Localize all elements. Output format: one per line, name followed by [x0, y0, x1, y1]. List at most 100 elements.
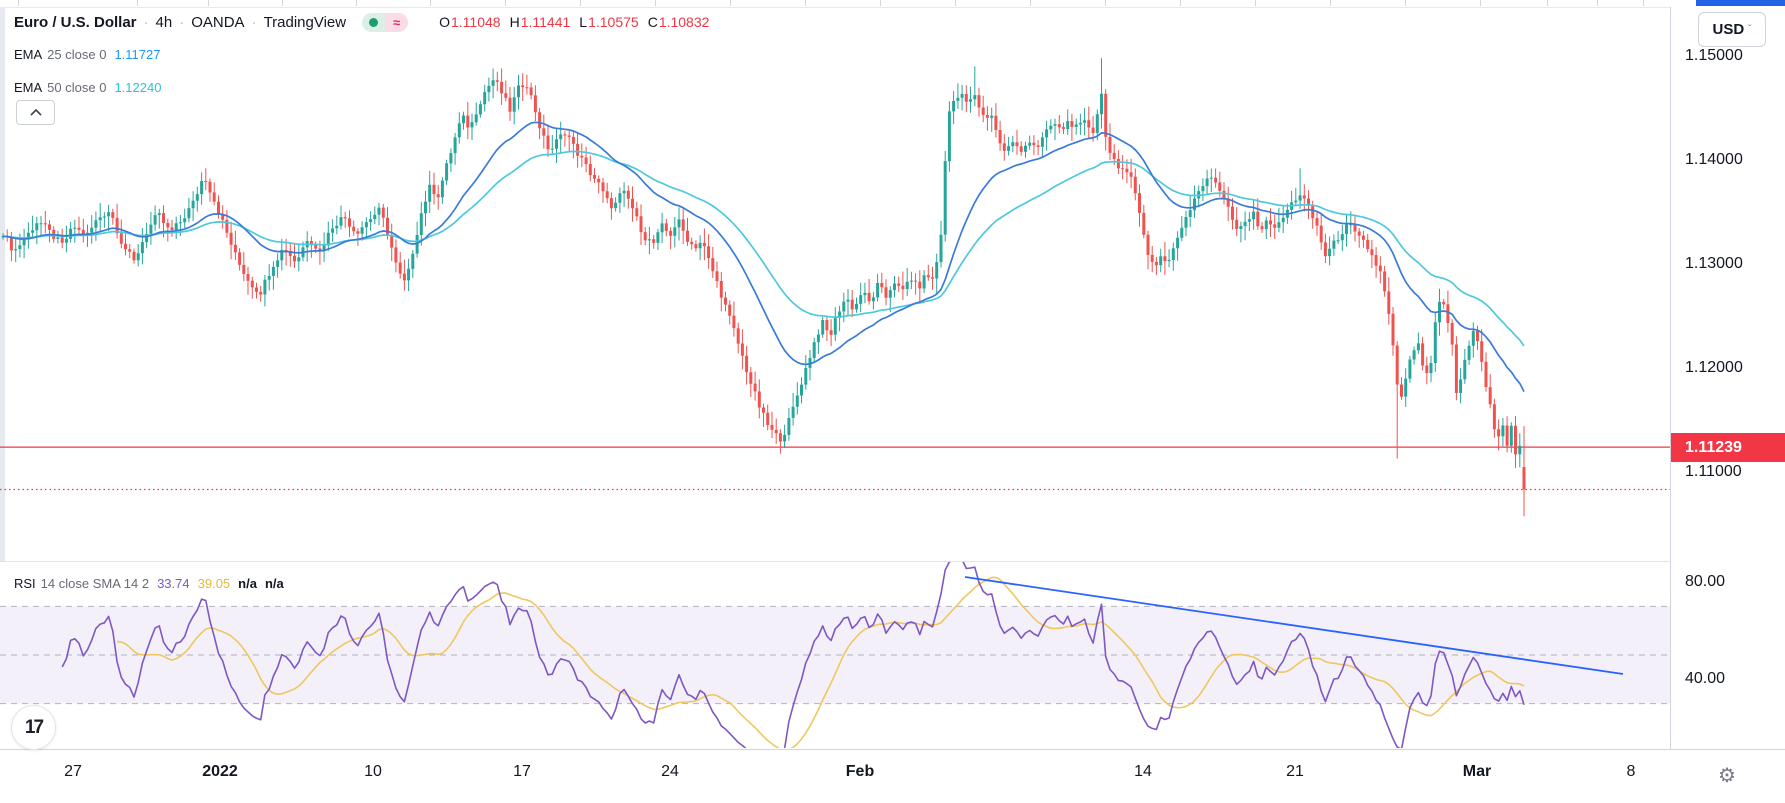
- rsi-axis-label: 80.00: [1685, 573, 1726, 591]
- price-axis-label: 1.12000: [1685, 359, 1743, 376]
- top-edge-tick: [955, 0, 956, 6]
- time-axis-label: 8: [1626, 763, 1636, 780]
- down-candle-bodies: [5, 80, 1526, 490]
- main-pane[interactable]: [0, 58, 1670, 517]
- ema50-legend[interactable]: EMA 50 close 0 1.12240: [14, 79, 161, 95]
- pane-separator[interactable]: [0, 561, 1785, 562]
- separator-dot: ·: [179, 13, 185, 31]
- ema50-line[interactable]: [2, 150, 1525, 347]
- time-axis-label: 27: [64, 763, 82, 780]
- candlestick-chart[interactable]: [0, 0, 1670, 803]
- time-axis-label: 24: [661, 763, 679, 780]
- top-blue-bar: [1696, 0, 1785, 6]
- ohlc-number: 1.11441: [520, 14, 571, 30]
- market-status-pill[interactable]: ≈: [362, 12, 409, 32]
- symbol-legend[interactable]: Euro / U.S. Dollar · 4h · OANDA · Tradin…: [14, 11, 709, 33]
- rsi-axis-label: 40.00: [1685, 670, 1726, 688]
- top-edge-tick: [1480, 0, 1481, 6]
- indicator-name: EMA: [14, 46, 43, 62]
- indicator-na-value: n/a: [238, 575, 257, 591]
- indicator-ma-value: 39.05: [197, 575, 231, 591]
- top-edge-tick: [1405, 0, 1406, 6]
- ema25-legend[interactable]: EMA 25 close 0 1.11727: [14, 46, 160, 62]
- tradingview-logo[interactable]: 17: [11, 705, 56, 750]
- collapse-legend-button[interactable]: [16, 100, 55, 125]
- time-axis[interactable]: 27 2022 10 17 24 Feb 14 21 Mar 8: [0, 749, 1785, 803]
- top-edge-tick: [430, 0, 431, 6]
- rsi-line[interactable]: [61, 560, 1525, 761]
- left-toolbar-edge: [0, 7, 5, 561]
- separator-dot: ·: [143, 13, 149, 31]
- price-axis[interactable]: USD ˇ 1.11239 1.15000 1.14000 1.13000 1.120…: [1670, 7, 1785, 803]
- platform-label[interactable]: TradingView: [263, 13, 347, 31]
- time-axis-label: Mar: [1462, 763, 1492, 780]
- ohlc-letter: H: [509, 14, 520, 30]
- market-open-indicator: [362, 12, 386, 32]
- top-edge-strip: [0, 0, 1785, 8]
- indicator-name: EMA: [14, 79, 43, 95]
- rsi-trendline[interactable]: [964, 576, 1624, 675]
- top-edge-tick: [730, 0, 731, 6]
- ohlc-values: O 1.11048 H 1.11441 L 1.10575 C 1.10832: [430, 14, 709, 30]
- currency-selector-button[interactable]: USD ˇ: [1698, 12, 1766, 47]
- ohlc-number: 1.10832: [658, 14, 710, 30]
- rsi-legend[interactable]: RSI 14 close SMA 14 2 33.74 39.05 n/a n/…: [14, 575, 284, 591]
- separator-dot: ·: [251, 13, 257, 31]
- rsi-pane[interactable]: [0, 560, 1670, 761]
- ohlc-letter: C: [647, 14, 658, 30]
- top-edge-tick: [1330, 0, 1331, 6]
- indicator-name: RSI: [14, 575, 36, 591]
- exchange-label[interactable]: OANDA: [191, 13, 245, 31]
- chevron-up-icon: [29, 109, 42, 116]
- indicator-value: 1.11727: [114, 46, 161, 62]
- up-candle-wicks: [2, 58, 1521, 468]
- price-axis-label: 1.11000: [1685, 463, 1742, 480]
- market-open-dot-icon: [369, 17, 379, 27]
- time-axis-label: 14: [1134, 763, 1152, 780]
- time-axis-label: 17: [513, 763, 531, 780]
- indicator-na-value: n/a: [264, 575, 284, 591]
- top-edge-tick: [137, 0, 138, 6]
- top-edge-tick: [505, 0, 506, 6]
- top-edge-tick: [580, 0, 581, 6]
- top-edge-tick: [1180, 0, 1181, 6]
- top-edge-tick: [208, 0, 209, 6]
- price-axis-label: 1.14000: [1685, 151, 1743, 168]
- settings-gear-icon[interactable]: ⚙: [1718, 764, 1736, 787]
- ohlc-letter: L: [579, 14, 588, 30]
- ema25-line[interactable]: [2, 121, 1525, 392]
- top-edge-tick: [1255, 0, 1256, 6]
- delayed-data-approx-icon: ≈: [385, 12, 409, 32]
- top-edge-tick: [1643, 0, 1644, 6]
- price-axis-label: 1.13000: [1685, 255, 1743, 272]
- ohlc-number: 1.11048: [451, 14, 501, 30]
- top-edge-tick: [655, 0, 656, 6]
- symbol-name[interactable]: Euro / U.S. Dollar: [14, 13, 137, 31]
- top-edge-tick: [1597, 0, 1598, 6]
- time-axis-label: Feb: [845, 763, 875, 780]
- rsi-ma-line[interactable]: [116, 576, 1525, 750]
- top-edge-tick: [1030, 0, 1031, 6]
- indicator-value: 33.74: [157, 575, 190, 591]
- indicator-value: 1.12240: [114, 79, 162, 95]
- indicator-params: 14 close SMA 14 2: [40, 575, 150, 591]
- top-edge-tick: [805, 0, 806, 6]
- time-axis-label: 10: [364, 763, 382, 780]
- down-candle-wicks: [6, 68, 1525, 517]
- time-axis-label: 2022: [202, 763, 238, 780]
- chevron-down-icon: ˇ: [1748, 24, 1752, 35]
- top-edge-tick: [1105, 0, 1106, 6]
- currency-label: USD: [1712, 21, 1745, 38]
- top-edge-tick: [356, 0, 357, 6]
- top-edge-tick: [282, 0, 283, 6]
- interval-label[interactable]: 4h: [155, 13, 173, 31]
- price-axis-label: 1.15000: [1685, 47, 1743, 64]
- ohlc-letter: O: [439, 14, 450, 30]
- indicator-params: 50 close 0: [47, 79, 107, 95]
- up-candle-bodies: [1, 80, 1522, 455]
- last-price-badge: 1.11239: [1671, 433, 1785, 463]
- time-axis-label: 21: [1286, 763, 1304, 780]
- top-edge-tick: [18, 0, 19, 6]
- top-edge-tick: [880, 0, 881, 6]
